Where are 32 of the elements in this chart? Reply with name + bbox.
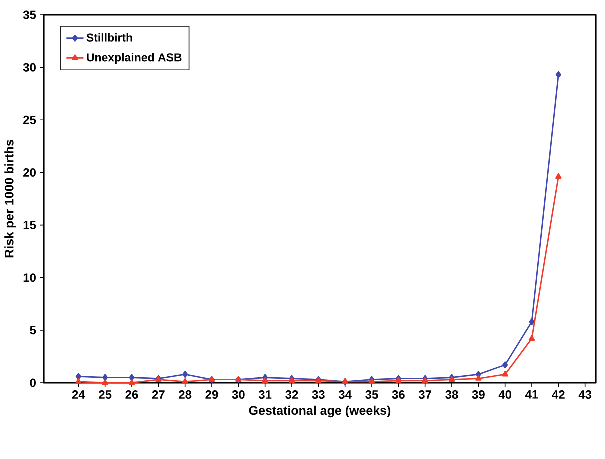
x-tick-label: 24 xyxy=(72,390,86,399)
x-tick-label: 32 xyxy=(286,390,298,400)
x-tick-label: 43 xyxy=(578,390,592,400)
y-tick-label: 0 xyxy=(30,378,36,388)
y-tick-label: 35 xyxy=(23,10,36,20)
x-tick-label: 31 xyxy=(258,390,272,400)
x-tick-label: 39 xyxy=(472,390,485,400)
x-axis-title: Gestational age (weeks) xyxy=(249,406,391,418)
x-tick-label: 35 xyxy=(366,390,378,400)
y-tick-label: 25 xyxy=(24,116,36,124)
y-tick-label: 10 xyxy=(24,274,36,282)
legend-label: Stillbirth xyxy=(86,33,132,42)
y-tick-label: 30 xyxy=(23,63,36,72)
x-tick-label: 27 xyxy=(152,390,165,399)
x-tick-label: 37 xyxy=(418,390,432,400)
y-tick-label: 20 xyxy=(24,168,36,177)
x-tick-label: 42 xyxy=(552,390,565,399)
x-tick-label: 36 xyxy=(392,390,405,400)
x-tick-label: 33 xyxy=(312,390,325,400)
x-tick-label: 38 xyxy=(446,390,458,400)
x-tick-label: 25 xyxy=(99,390,112,400)
x-tick-label: 29 xyxy=(206,390,218,400)
y-axis-title: Risk per 1000 births xyxy=(4,140,16,258)
x-tick-label: 34 xyxy=(338,390,352,400)
x-tick-label: 41 xyxy=(526,390,538,399)
legend-label: Unexplained ASB xyxy=(87,53,182,64)
x-tick-label: 40 xyxy=(498,390,512,400)
x-tick-label: 26 xyxy=(126,390,138,400)
x-tick-label: 28 xyxy=(179,390,192,400)
y-tick-label: 5 xyxy=(30,326,36,335)
y-tick-label: 15 xyxy=(24,221,36,230)
x-tick-label: 30 xyxy=(232,390,245,400)
